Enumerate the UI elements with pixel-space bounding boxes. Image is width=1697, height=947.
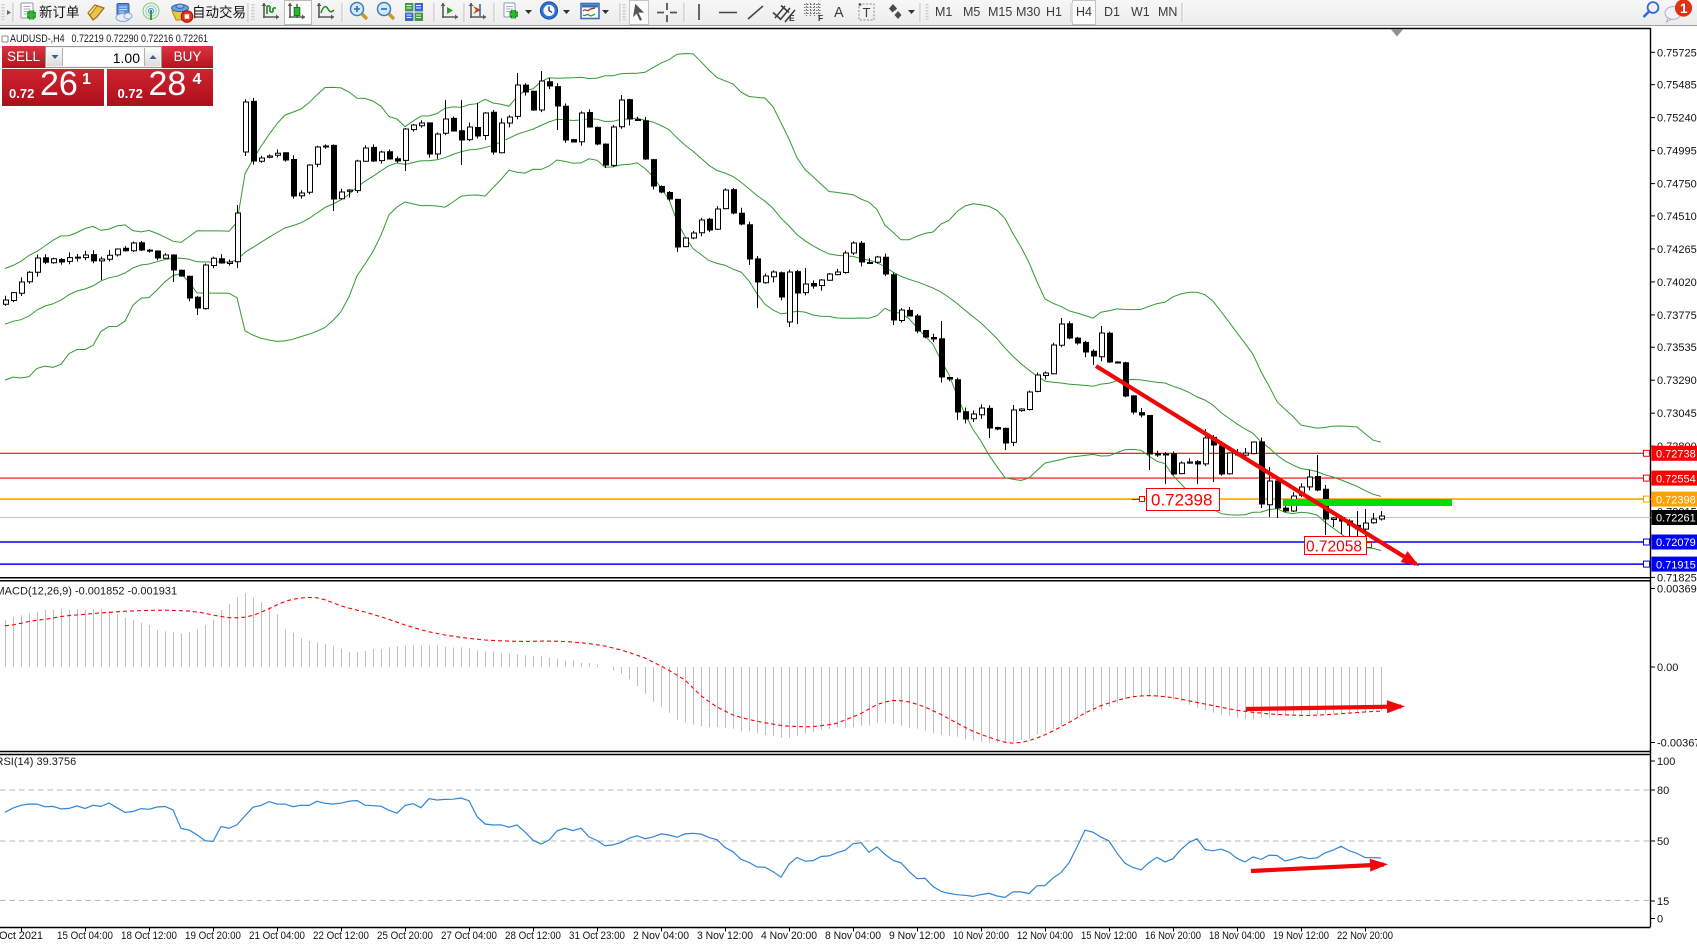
svg-text:21 Oct 04:00: 21 Oct 04:00 [249, 930, 305, 942]
svg-text:0: 0 [1657, 914, 1663, 926]
svg-text:H1: H1 [1046, 5, 1062, 19]
svg-text:MACD(12,26,9) -0.001852 -0.001: MACD(12,26,9) -0.001852 -0.001931 [0, 586, 177, 598]
svg-text:80: 80 [1657, 785, 1669, 797]
svg-text:0.72738: 0.72738 [1656, 449, 1696, 461]
svg-text:0.73775: 0.73775 [1657, 310, 1697, 322]
svg-text:15 Nov 12:00: 15 Nov 12:00 [1081, 930, 1137, 942]
svg-text:0.73535: 0.73535 [1657, 342, 1697, 354]
svg-text:18 Nov 04:00: 18 Nov 04:00 [1209, 930, 1265, 942]
svg-text:0.74510: 0.74510 [1657, 211, 1697, 223]
svg-text:A: A [834, 5, 844, 21]
svg-text:-0.003672: -0.003672 [1657, 738, 1697, 750]
svg-text:M15: M15 [988, 5, 1012, 19]
svg-text:18 Oct 12:00: 18 Oct 12:00 [121, 930, 177, 942]
svg-text:新订单: 新订单 [39, 5, 80, 20]
svg-text:27 Oct 04:00: 27 Oct 04:00 [441, 930, 497, 942]
svg-text:2 Nov 04:00: 2 Nov 04:00 [633, 930, 689, 942]
svg-text:22 Oct 12:00: 22 Oct 12:00 [313, 930, 369, 942]
svg-text:0.74265: 0.74265 [1657, 244, 1697, 256]
svg-text:W1: W1 [1131, 5, 1150, 19]
svg-text:4 Nov 20:00: 4 Nov 20:00 [761, 930, 817, 942]
svg-text:28 Oct 12:00: 28 Oct 12:00 [505, 930, 561, 942]
svg-text:0.71915: 0.71915 [1656, 559, 1696, 571]
svg-text:MN: MN [1158, 5, 1177, 19]
svg-text:0.74020: 0.74020 [1657, 277, 1697, 289]
svg-text:Oct 2021: Oct 2021 [0, 930, 43, 942]
svg-text:19 Oct 20:00: 19 Oct 20:00 [185, 930, 241, 942]
svg-text:50: 50 [1657, 836, 1669, 848]
svg-text:0.72398: 0.72398 [1656, 494, 1696, 506]
svg-text:3 Nov 12:00: 3 Nov 12:00 [697, 930, 753, 942]
svg-text:0.74995: 0.74995 [1657, 146, 1697, 158]
svg-text:RSI(14) 39.3756: RSI(14) 39.3756 [0, 756, 76, 768]
svg-text:0.72261: 0.72261 [1656, 513, 1696, 525]
svg-text:16 Nov 20:00: 16 Nov 20:00 [1145, 930, 1201, 942]
svg-text:0.74750: 0.74750 [1657, 179, 1697, 191]
svg-text:100: 100 [1657, 756, 1675, 768]
svg-text:12 Nov 04:00: 12 Nov 04:00 [1017, 930, 1073, 942]
svg-text:0.72079: 0.72079 [1656, 537, 1696, 549]
svg-text:M5: M5 [963, 5, 980, 19]
svg-text:0.72058: 0.72058 [1306, 539, 1362, 556]
svg-text:0.75725: 0.75725 [1657, 47, 1697, 59]
svg-text:1: 1 [1680, 1, 1688, 16]
svg-text:0.73045: 0.73045 [1657, 408, 1697, 420]
svg-text:10 Nov 20:00: 10 Nov 20:00 [953, 930, 1009, 942]
svg-text:25 Oct 20:00: 25 Oct 20:00 [377, 930, 433, 942]
svg-text:15: 15 [1657, 896, 1669, 908]
svg-text:8 Nov 04:00: 8 Nov 04:00 [825, 930, 881, 942]
svg-text:0.75240: 0.75240 [1657, 113, 1697, 125]
svg-text:0.00: 0.00 [1657, 662, 1678, 674]
svg-text:22 Nov 20:00: 22 Nov 20:00 [1337, 930, 1393, 942]
svg-text:0.72554: 0.72554 [1656, 473, 1696, 485]
svg-text:0.72398: 0.72398 [1151, 491, 1212, 510]
svg-text:0.003698: 0.003698 [1657, 584, 1697, 596]
svg-text:D1: D1 [1104, 5, 1120, 19]
svg-text:T: T [863, 5, 871, 20]
svg-text:自动交易: 自动交易 [192, 4, 246, 20]
svg-text:31 Oct 23:00: 31 Oct 23:00 [569, 930, 625, 942]
svg-text:19 Nov 12:00: 19 Nov 12:00 [1273, 930, 1329, 942]
svg-text:E: E [789, 13, 795, 23]
svg-text:0.73290: 0.73290 [1657, 375, 1697, 387]
svg-text:M30: M30 [1016, 5, 1040, 19]
svg-text:M1: M1 [935, 5, 952, 19]
svg-text:9 Nov 12:00: 9 Nov 12:00 [889, 930, 945, 942]
svg-text:0.75485: 0.75485 [1657, 80, 1697, 92]
svg-text:H4: H4 [1076, 5, 1092, 19]
svg-text:F: F [818, 13, 823, 23]
svg-text:15 Oct 04:00: 15 Oct 04:00 [57, 930, 113, 942]
svg-text:AUDUSD-,H4 0.72219 0.72290 0.: AUDUSD-,H4 0.72219 0.72290 0.72216 0.722… [10, 33, 208, 45]
